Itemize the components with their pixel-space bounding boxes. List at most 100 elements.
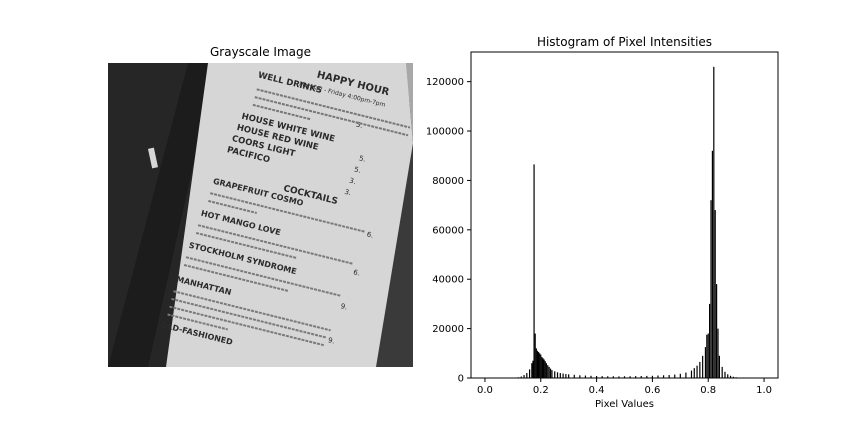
x-axis-label: Pixel Values (595, 399, 654, 410)
histogram-bar (548, 366, 550, 378)
histogram-bar (662, 375, 665, 378)
histogram-bar (544, 361, 546, 378)
histogram-bar (584, 375, 587, 378)
y-tick-label: 120000 (426, 77, 464, 88)
histogram-bar (651, 375, 654, 378)
y-tick-label: 20000 (432, 324, 464, 335)
cocktail-price-3: 9. (340, 302, 348, 311)
histogram-bar (693, 368, 695, 378)
grayscale-menu-photo: HAPPY HOUR Monday - Friday 4:00pm-7pm WE… (108, 63, 413, 367)
left-panel-title: Grayscale Image (209, 45, 311, 59)
histogram-bar (517, 377, 520, 378)
histogram-bar (718, 355, 720, 378)
histogram-bar (735, 377, 737, 378)
histogram-bar (729, 375, 732, 378)
histogram-bar (545, 363, 547, 378)
histogram-bar (590, 375, 592, 378)
histogram-bar (618, 376, 620, 378)
histogram-bar (543, 359, 545, 378)
histogram-bar (562, 373, 564, 378)
histogram-bar (657, 375, 659, 378)
histogram-bar (685, 372, 687, 378)
histogram-bar (529, 369, 531, 378)
histogram-bar (714, 210, 716, 378)
histogram-bar (554, 371, 556, 378)
histogram-bar (559, 373, 561, 378)
menu-price-1: 5. (355, 121, 363, 130)
histogram-bar (710, 200, 712, 378)
histogram-bars (517, 66, 743, 378)
histogram-bar (707, 333, 709, 378)
histogram-bar (721, 366, 723, 378)
histogram-bar (540, 354, 542, 378)
histogram-bar (539, 353, 541, 378)
histogram-bar (537, 352, 540, 378)
histogram-bar (717, 328, 719, 378)
x-tick-label: 0.6 (644, 385, 660, 396)
y-tick-label: 80000 (432, 176, 464, 187)
histogram-bar (573, 374, 575, 378)
histogram-bar (696, 365, 698, 378)
histogram-bar (556, 372, 559, 378)
histogram-bar (612, 376, 614, 378)
histogram-bar (534, 333, 536, 378)
histogram-bar (565, 374, 567, 378)
histogram-bar (704, 347, 707, 378)
histogram-bar (711, 150, 714, 378)
histogram-bar (640, 376, 642, 378)
histogram-bar (520, 376, 522, 378)
histogram-bar (532, 360, 534, 378)
histogram-bar (727, 374, 729, 378)
histogram-bar (716, 284, 718, 378)
x-tick-label: 0.0 (477, 385, 493, 396)
x-axis: 0.0 0.2 0.4 0.6 0.8 1.0 (477, 378, 772, 396)
histogram-bar (732, 376, 734, 378)
histogram-bar (623, 376, 626, 378)
histogram-bar (690, 370, 693, 378)
histogram-bar (531, 363, 533, 378)
histogram-bar (668, 375, 670, 378)
histogram-bar (523, 375, 525, 378)
menu-price-2: 5. (358, 154, 366, 163)
histogram-bar (724, 371, 726, 378)
y-tick-label: 100000 (426, 127, 464, 138)
histogram-bar (549, 368, 552, 378)
histogram-bar (595, 376, 598, 378)
menu-price-3: 5. (353, 165, 361, 174)
menu-price-5: 3. (344, 188, 352, 197)
histogram-bar (699, 361, 701, 378)
histogram-bar (547, 365, 549, 378)
y-tick-label: 40000 (432, 275, 464, 286)
histogram-bar (526, 373, 528, 378)
histogram-bar (706, 334, 708, 378)
histogram-bar (709, 303, 711, 378)
histogram-bar (713, 66, 715, 378)
histogram-bar (601, 376, 603, 378)
histogram-bar (536, 350, 539, 378)
plot-area (470, 51, 779, 379)
histogram-bar (541, 357, 543, 378)
cocktail-price-1: 6. (366, 230, 374, 239)
cocktail-price-4: 9. (327, 336, 335, 345)
chart-title: Histogram of Pixel Intensities (536, 35, 713, 49)
histogram-bar (635, 376, 637, 378)
y-axis: 0 20000 40000 60000 80000 100000 120000 (426, 77, 471, 385)
histogram-bar (646, 375, 648, 378)
histogram-bar (674, 374, 676, 378)
cocktail-price-2: 6. (352, 268, 360, 277)
histogram-bar (679, 373, 681, 378)
y-tick-label: 0 (458, 374, 464, 385)
x-tick-label: 0.4 (589, 385, 605, 396)
histogram-bar (542, 358, 544, 378)
histogram-bar (551, 370, 553, 378)
histogram-bar (702, 355, 704, 378)
x-tick-label: 1.0 (756, 385, 772, 396)
y-tick-label: 60000 (432, 225, 464, 236)
x-tick-label: 0.8 (700, 385, 716, 396)
histogram-bar (533, 164, 535, 378)
histogram-bar (607, 376, 609, 378)
histogram-bar (579, 375, 581, 378)
x-tick-label: 0.2 (533, 385, 549, 396)
menu-price-4: 3. (348, 177, 356, 186)
